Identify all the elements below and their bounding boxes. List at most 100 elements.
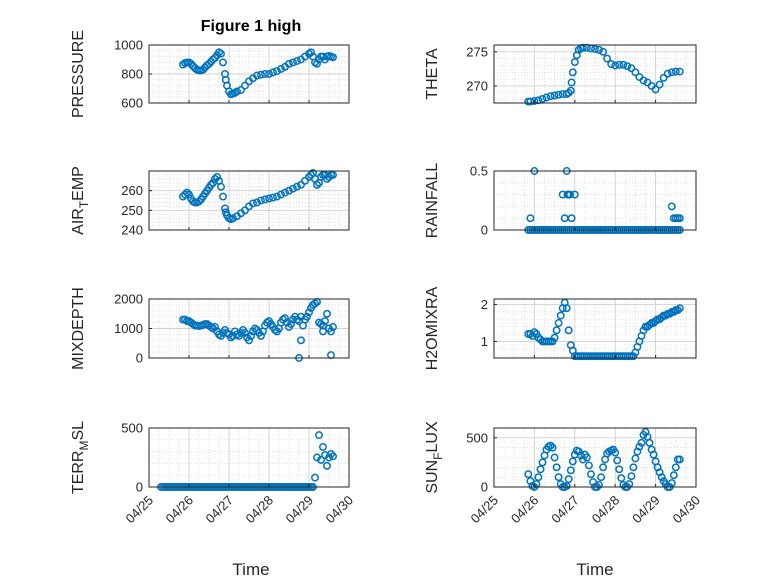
data-point <box>548 443 557 452</box>
y-tick-label: 0.5 <box>470 164 488 179</box>
data-point <box>289 184 297 193</box>
data-point <box>265 70 273 78</box>
data-point <box>283 318 291 327</box>
data-point <box>651 85 660 94</box>
data-point <box>241 206 249 215</box>
data-point <box>217 182 225 191</box>
y-axis-label-main: THETA <box>424 48 441 100</box>
data-point <box>655 80 664 89</box>
y-axis-label: MIXDEPTH <box>70 287 87 370</box>
data-point <box>219 192 227 201</box>
data-point <box>257 196 265 205</box>
y-axis-label-sub: F <box>431 453 445 460</box>
data-point <box>631 68 640 77</box>
data-point <box>613 456 622 465</box>
y-axis-label: H2OMIXRA <box>424 286 441 370</box>
data-point <box>570 190 579 199</box>
y-tick-label: 2 <box>481 297 488 312</box>
subplot-5: 0 1000 2000 MIXDEPTH <box>70 287 350 370</box>
data-point <box>211 323 219 331</box>
data-point <box>675 214 684 223</box>
data-point <box>301 176 309 185</box>
data-point <box>211 174 219 183</box>
data-point <box>550 333 559 342</box>
data-point <box>524 470 533 479</box>
y-axis-label: SUNFLUX <box>424 421 445 494</box>
axes-box <box>493 427 697 488</box>
data-point <box>597 473 606 482</box>
data-point <box>281 188 289 197</box>
subplot-2: 270 275 THETA <box>424 43 697 106</box>
x-tick-label: 04/28 <box>243 493 277 527</box>
data-point <box>627 64 636 73</box>
plot-area <box>494 171 696 230</box>
y-axis-label-main: H2OMIXRA <box>424 286 441 370</box>
y-tick-label: 1000 <box>114 38 143 53</box>
x-tick-label: 04/26 <box>163 493 197 527</box>
data-point <box>187 59 195 68</box>
data-point <box>564 326 573 335</box>
data-point <box>185 190 193 199</box>
data-point <box>667 479 676 488</box>
data-point <box>651 317 660 326</box>
y-axis-label-main: PRESSURE <box>70 30 87 118</box>
data-point <box>219 58 227 67</box>
subplot-7: 0 500 04/25 04/26 04/27 04/28 04/29 04/30 TERRMS… <box>70 421 356 527</box>
data-point <box>663 69 672 78</box>
x-tick-label: 04/26 <box>508 493 542 527</box>
data-point <box>321 317 329 326</box>
data-point <box>595 45 603 54</box>
subplot-1: 600 800 1000 PRESSURE <box>70 30 350 118</box>
data-point <box>564 475 573 484</box>
data-point <box>269 68 277 77</box>
data-point <box>570 58 579 67</box>
data-point <box>273 67 281 76</box>
data-point <box>329 323 337 331</box>
y-tick-label: 500 <box>121 421 143 436</box>
data-point <box>293 57 301 65</box>
x-tick-label: 04/29 <box>283 493 317 527</box>
data-point <box>649 450 658 459</box>
x-tick-label: 04/25 <box>123 493 157 527</box>
data-point <box>269 193 277 202</box>
y-tick-label: 250 <box>121 203 143 218</box>
data-point <box>536 465 545 474</box>
y-tick-label: 0 <box>481 480 488 495</box>
subplot-3: 240 250 260 AIRTEMP <box>70 166 350 238</box>
y-tick-label: 260 <box>121 183 143 198</box>
data-point <box>323 461 331 470</box>
data-point <box>542 93 551 102</box>
y-axis-label-main: TERR <box>70 451 87 495</box>
data-point <box>619 60 628 69</box>
data-point <box>261 195 269 204</box>
data-point <box>317 455 325 464</box>
data-point <box>323 174 331 183</box>
y-axis-label-rest: EMP <box>70 166 87 201</box>
data-point <box>615 60 624 69</box>
y-tick-label: 0 <box>481 223 488 238</box>
data-point <box>595 481 603 489</box>
y-axis-label: THETA <box>424 48 441 100</box>
y-tick-label: 270 <box>466 78 488 93</box>
data-point <box>550 91 559 100</box>
data-point <box>567 78 576 87</box>
y-tick-label: 800 <box>121 67 143 82</box>
data-point <box>657 313 666 322</box>
data-point <box>635 442 644 451</box>
y-tick-label: 2000 <box>114 292 143 307</box>
subplot-6: 1 2 H2OMIXRA <box>424 286 697 370</box>
data-point <box>566 86 575 95</box>
data-point <box>526 214 535 223</box>
data-point <box>611 448 620 457</box>
data-point <box>229 214 237 223</box>
data-point <box>183 188 191 197</box>
data-point <box>568 457 577 466</box>
data-point <box>661 311 670 320</box>
subplot-8: 0 500 04/25 04/26 04/27 04/28 04/29 04/30 SUNFLU… <box>424 421 703 526</box>
data-point <box>599 47 608 56</box>
data-point <box>261 70 269 78</box>
data-point <box>217 49 225 58</box>
data-point <box>293 182 301 191</box>
data-point <box>574 447 583 456</box>
